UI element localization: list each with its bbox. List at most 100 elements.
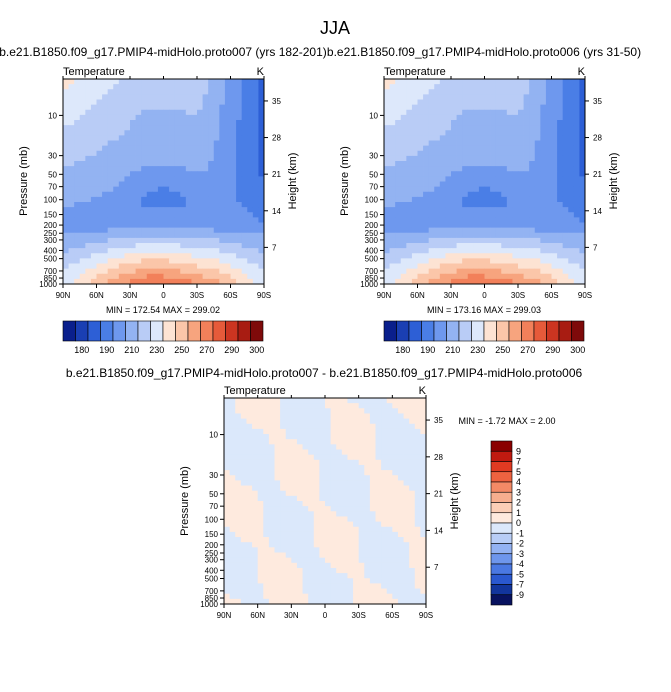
contour-cell — [478, 109, 485, 116]
contour-cell — [157, 268, 164, 275]
contour-cell — [384, 120, 390, 126]
contour-cell — [90, 227, 97, 234]
contour-cell — [113, 207, 120, 213]
contour-cell — [263, 428, 270, 435]
contour-cell — [74, 191, 81, 198]
contour-cell — [347, 434, 354, 440]
contour-cell — [224, 196, 231, 203]
contour-cell — [439, 94, 446, 100]
contour-cell — [478, 135, 485, 141]
contour-cell — [157, 186, 164, 193]
contour-cell — [219, 176, 226, 182]
contour-cell — [85, 150, 92, 157]
contour-cell — [573, 258, 580, 264]
contour-cell — [358, 428, 365, 435]
contour-cell — [202, 125, 209, 131]
contour-cell — [330, 583, 337, 589]
contour-cell — [246, 506, 253, 512]
contour-cell — [451, 196, 457, 203]
contour-cell — [451, 109, 457, 116]
contour-cell — [439, 196, 446, 203]
contour-cell — [163, 232, 170, 239]
contour-cell — [439, 109, 446, 116]
contour-cell — [113, 253, 120, 259]
contour-cell — [467, 161, 474, 167]
contour-cell — [375, 521, 382, 528]
contour-cell — [240, 439, 247, 445]
contour-cell — [141, 114, 148, 121]
contour-cell — [252, 413, 259, 419]
contour-cell — [280, 444, 287, 450]
contour-cell — [96, 140, 103, 147]
contour-cell — [389, 109, 396, 116]
x-tick-label: 30N — [444, 291, 459, 300]
contour-cell — [180, 114, 187, 121]
contour-cell — [358, 537, 365, 543]
contour-cell — [285, 567, 292, 574]
contour-cell — [568, 120, 575, 126]
contour-cell — [224, 449, 231, 456]
contour-cell — [274, 521, 281, 528]
contour-cell — [102, 237, 109, 244]
contour-cell — [113, 181, 120, 188]
contour-cell — [208, 222, 215, 229]
contour-cell — [124, 263, 131, 270]
contour-cell — [118, 104, 125, 111]
contour-cell — [240, 428, 247, 435]
contour-cell — [434, 135, 441, 141]
contour-cell — [113, 94, 120, 100]
contour-cell — [107, 120, 114, 126]
contour-cell — [414, 552, 421, 559]
contour-cell — [495, 166, 502, 172]
contour-cell — [107, 278, 114, 284]
contour-cell — [523, 248, 530, 254]
contour-cell — [495, 202, 502, 208]
colorbar-swatch — [433, 320, 447, 342]
contour-cell — [364, 490, 371, 497]
contour-cell — [230, 217, 237, 223]
contour-cell — [252, 588, 259, 595]
contour-cell — [85, 94, 92, 100]
contour-cell — [375, 593, 382, 600]
contour-cell — [389, 140, 396, 147]
contour-cell — [169, 155, 176, 162]
contour-cell — [313, 598, 320, 604]
contour-cell — [573, 248, 580, 254]
contour-cell — [403, 567, 410, 574]
contour-cell — [107, 130, 114, 136]
contour-cell — [285, 583, 292, 589]
contour-cell — [434, 89, 441, 95]
contour-cell — [381, 598, 388, 604]
contour-cell — [135, 89, 142, 95]
contour-cell — [246, 459, 253, 466]
contour-cell — [118, 217, 125, 223]
colorbar-swatch — [471, 320, 485, 342]
contour-cell — [364, 423, 371, 430]
contour-cell — [240, 562, 247, 569]
contour-cell — [529, 186, 536, 193]
contour-cell — [434, 125, 441, 131]
colorbar-label: 0 — [516, 518, 521, 528]
contour-cell — [540, 248, 547, 254]
colorbar-label: 190 — [99, 345, 114, 355]
contour-cell — [263, 578, 270, 584]
contour-cell — [364, 547, 371, 553]
contour-cell — [263, 573, 270, 579]
contour-cell — [529, 104, 536, 111]
contour-cell — [579, 79, 585, 85]
contour-cell — [197, 99, 203, 106]
contour-cell — [280, 470, 287, 476]
contour-cell — [174, 125, 181, 131]
contour-cell — [420, 403, 426, 409]
contour-cell — [386, 408, 393, 414]
contour-cell — [252, 202, 259, 208]
contour-cell — [473, 186, 480, 193]
contour-cell — [124, 273, 131, 280]
contour-cell — [439, 120, 446, 126]
contour-cell — [213, 186, 220, 193]
contour-cell — [130, 237, 136, 244]
contour-cell — [562, 140, 569, 147]
contour-cell — [79, 125, 86, 131]
contour-cell — [512, 84, 519, 90]
contour-cell — [523, 227, 530, 234]
